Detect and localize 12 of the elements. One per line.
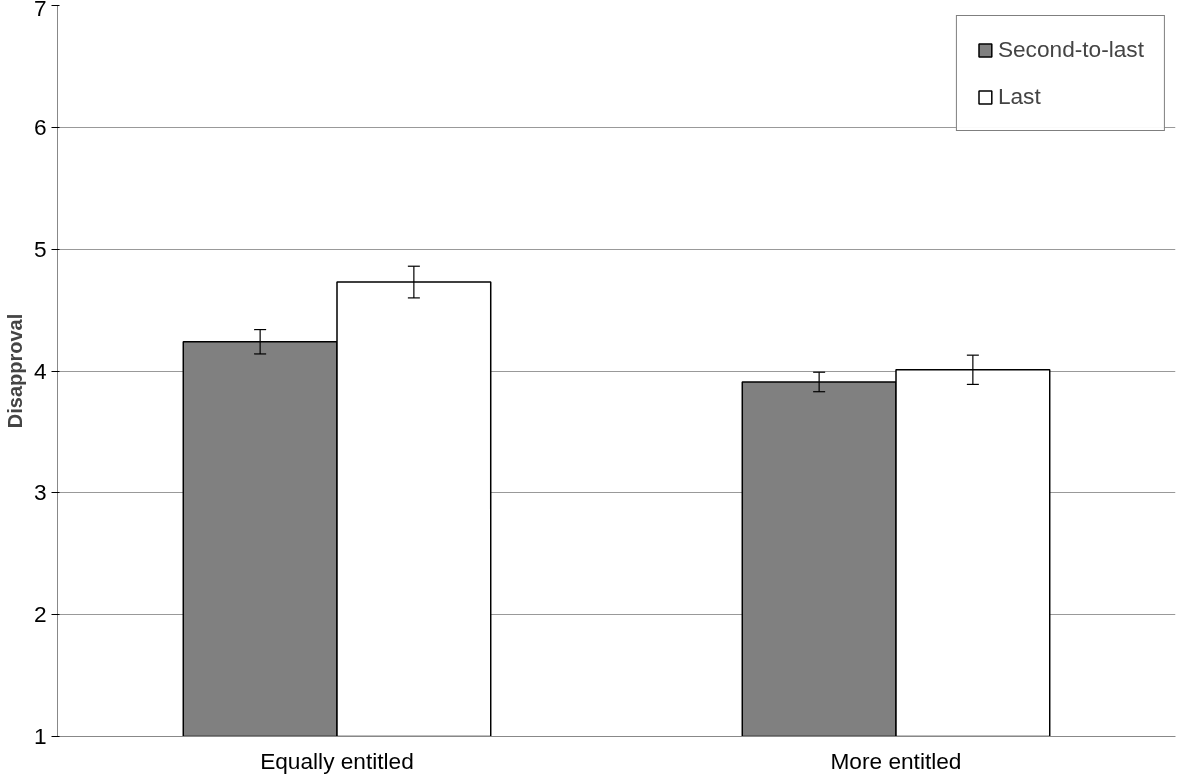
y-tick-label: 5 <box>33 235 47 262</box>
legend-label: Second-to-last <box>997 36 1144 63</box>
y-tick-label: 7 <box>33 0 47 21</box>
y-tick-label: 1 <box>33 723 47 749</box>
y-axis-title: Disapproval <box>3 313 26 429</box>
x-tick-label: More entitled <box>830 747 962 774</box>
x-tick-label: Equally entitled <box>260 747 414 774</box>
legend-label: Last <box>997 83 1041 110</box>
y-tick-label: 3 <box>33 479 47 506</box>
y-tick-label: 6 <box>33 113 47 140</box>
y-tick-label: 2 <box>33 601 47 628</box>
y-tick-label: 4 <box>33 357 47 384</box>
